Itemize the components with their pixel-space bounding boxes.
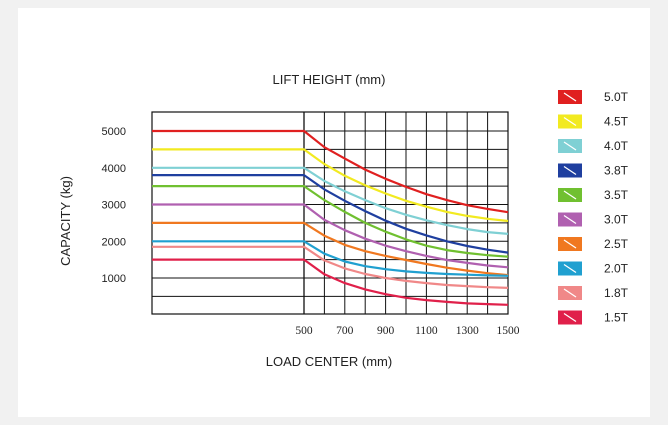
series-line-1.5T <box>152 258 509 306</box>
legend-label: 4.0T <box>604 139 629 153</box>
legend-label: 1.8T <box>604 286 629 300</box>
legend-swatch-mark <box>563 117 577 126</box>
series-line-3.8T <box>152 174 509 254</box>
legend-swatch-mark <box>563 141 577 151</box>
y-tick-label: 1000 <box>102 273 126 285</box>
capacity-chart: LIFT HEIGHT (mm) LOAD CENTER (mm) CAPACI… <box>58 72 629 369</box>
series-lines <box>152 129 509 306</box>
x-tick-labels: 500 700 900 1100 1300 1500 <box>295 325 519 337</box>
x-tick-label: 500 <box>295 325 313 337</box>
legend-item-3.0T: 3.0T <box>558 212 629 227</box>
x-tick-label: 1300 <box>456 325 479 337</box>
x-tick-label: 1100 <box>415 325 438 337</box>
series-line-2.0T <box>152 240 509 277</box>
legend-label: 2.0T <box>604 262 629 276</box>
x-tick-label: 700 <box>336 325 354 337</box>
series-line-3.5T <box>152 185 509 258</box>
series-line-2.5T <box>152 221 509 277</box>
chart-title: LIFT HEIGHT (mm) <box>273 72 386 87</box>
legend-item-4.0T: 4.0T <box>558 139 629 153</box>
x-tick-label: 1500 <box>497 325 520 337</box>
legend-label: 4.5T <box>604 115 629 129</box>
legend-swatch-mark <box>563 190 577 200</box>
legend-swatch-mark <box>563 215 577 224</box>
y-tick-labels: 5000 4000 3000 2000 1000 <box>102 126 126 285</box>
x-axis-label: LOAD CENTER (mm) <box>266 354 392 369</box>
legend-item-5.0T: 5.0T <box>558 90 629 104</box>
legend-swatch-mark <box>563 264 577 273</box>
y-tick-label: 4000 <box>102 163 126 175</box>
series-line-3.0T <box>152 203 509 269</box>
chart-card: LIFT HEIGHT (mm) LOAD CENTER (mm) CAPACI… <box>18 8 650 417</box>
x-tick-label: 900 <box>377 325 395 337</box>
series-line-5.0T <box>152 129 509 214</box>
series-line-4.5T <box>152 148 509 223</box>
legend-item-3.8T: 3.8T <box>558 163 629 178</box>
legend-label: 1.5T <box>604 311 629 325</box>
legend-swatch-mark <box>563 313 577 322</box>
legend: 5.0T 4.5T 4.0T 3.8T 3.5T 3.0T 2.5T 2.0T 1.8T 1.5T <box>558 90 629 325</box>
legend-swatch-mark <box>563 239 577 249</box>
legend-swatch-mark <box>563 166 577 175</box>
legend-item-2.5T: 2.5T <box>558 237 629 251</box>
legend-label: 3.0T <box>604 213 629 227</box>
legend-label: 2.5T <box>604 237 629 251</box>
legend-item-2.0T: 2.0T <box>558 261 629 276</box>
legend-label: 3.5T <box>604 188 629 202</box>
legend-item-3.5T: 3.5T <box>558 188 629 202</box>
y-axis-label: CAPACITY (kg) <box>58 176 73 266</box>
series-line-4.0T <box>152 166 509 235</box>
legend-item-4.5T: 4.5T <box>558 114 629 129</box>
legend-label: 5.0T <box>604 90 629 104</box>
series-line-1.8T <box>152 245 509 289</box>
legend-swatch-mark <box>563 288 577 298</box>
legend-item-1.5T: 1.5T <box>558 310 629 325</box>
y-tick-label: 2000 <box>102 236 126 248</box>
legend-label: 3.8T <box>604 164 629 178</box>
y-tick-label: 3000 <box>102 200 126 212</box>
legend-item-1.8T: 1.8T <box>558 286 629 300</box>
y-tick-label: 5000 <box>102 126 126 138</box>
legend-swatch-mark <box>563 92 577 102</box>
